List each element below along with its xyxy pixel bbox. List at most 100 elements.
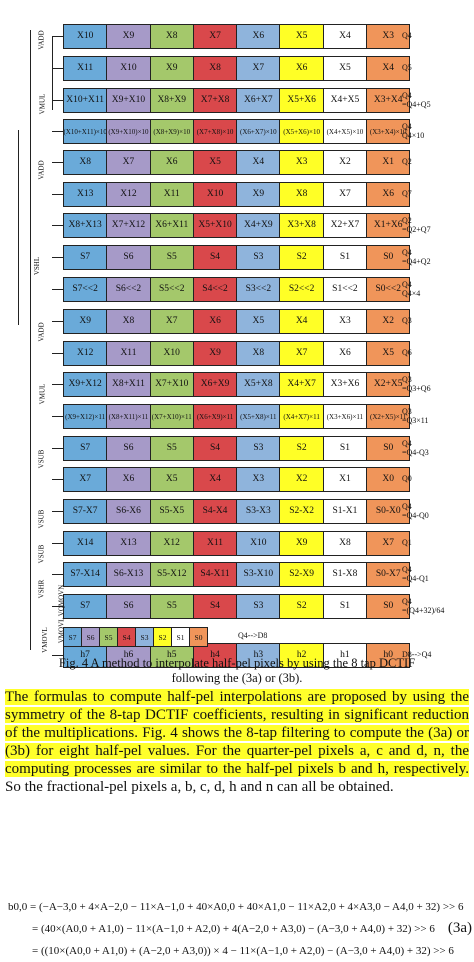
register-lane: X4+X7: [279, 372, 324, 397]
caption-line-2: following the (3a) or (3b).: [171, 671, 303, 685]
register-lane: X5: [322, 56, 368, 81]
register-lane: X1: [322, 467, 368, 492]
register-lane: X5: [366, 341, 411, 366]
register-lane: X14: [63, 531, 108, 556]
register-lane: X6+X9: [192, 372, 238, 397]
register-lane: S7<<2: [63, 277, 108, 302]
operation-label: VMUL: [38, 383, 47, 405]
register-lane: S5-X12: [149, 562, 194, 587]
connector-tick: [52, 68, 63, 69]
connector-tick: [52, 162, 63, 163]
register-label: Q5: [402, 63, 412, 72]
register-lane: X13: [106, 531, 151, 556]
register-label: Q0: [402, 474, 412, 483]
register-lane: X12: [63, 341, 108, 366]
register-lane: X9: [106, 24, 151, 49]
register-lane: X8: [279, 182, 324, 207]
register-label: Q2: [402, 157, 412, 166]
narrow-lane: S1: [171, 627, 190, 647]
register-lane: X9: [236, 182, 281, 207]
register-lane: (X8+X11) ×11: [106, 404, 151, 429]
operation-label: VMOVL VQMOVN: [57, 584, 66, 644]
narrow-register-row: S7 S6 S5 S4 S3 S2 S1 S0: [63, 627, 208, 647]
register-lane: S5: [149, 245, 194, 270]
connector-tick: [52, 511, 63, 512]
register-lane: X6+X7: [236, 88, 281, 113]
register-lane: X7: [366, 531, 411, 556]
register-lane: S2: [279, 245, 324, 270]
register-lane: S1-X8: [322, 562, 368, 587]
register-lane: X2+X5: [366, 372, 411, 397]
formula-line-1: b0,0 = (−A−3,0 + 4×A−2,0 − 11×A−1,0 + 40…: [8, 901, 464, 913]
register-row: X8+X13 X7+X12 X6+X11 X5+X10 X4+X9 X3+X8 X2+X7 X…: [63, 213, 411, 238]
register-label: Q1: [402, 538, 412, 547]
register-lane: S4-X4: [192, 499, 238, 524]
register-row: S7 S6 S5 S4 S3 S2 S1 S0: [63, 594, 411, 619]
register-lane: S3: [236, 594, 281, 619]
register-lane: X7: [236, 56, 281, 81]
register-lane: X4+X5: [322, 88, 368, 113]
register-lane: S7: [63, 594, 108, 619]
dctif-diagram: X10 X9 X8 X7 X6 X5 X4 X3 Q4 X11 X10 X9 X8 X7 X6 X5 X4 Q5 X…: [18, 24, 444, 668]
register-lane: S6<<2: [106, 277, 151, 302]
narrow-lane: S7: [63, 627, 82, 647]
register-lane: S2<<2: [279, 277, 324, 302]
register-lane: X5: [279, 24, 324, 49]
register-lane: X2: [279, 467, 324, 492]
register-lane: X6: [279, 56, 324, 81]
equation-number: (3a): [447, 920, 472, 936]
register-row: X7 X6 X5 X4 X3 X2 X1 X0: [63, 467, 411, 492]
register-lane: (X6+X7) ×10: [236, 119, 281, 144]
register-lane: h5: [149, 643, 194, 668]
register-label: Q4 Q4×4: [402, 280, 421, 298]
register-lane: X7+X12: [106, 213, 151, 238]
register-row: S7 S6 S5 S4 S3 S2 S1 S0: [63, 436, 411, 461]
register-lane: X5+X8: [236, 372, 281, 397]
register-lane: (X5+X6) ×10: [279, 119, 324, 144]
register-lane: X7: [322, 182, 368, 207]
register-lane: S5-X5: [149, 499, 194, 524]
operation-label: VADD: [37, 322, 46, 342]
register-lane: X3: [236, 467, 281, 492]
formula-line-3: = ((10×(A0,0 + A1,0) + (A−2,0 + A3,0)) ×…: [32, 945, 454, 957]
register-lane: X9+X10: [106, 88, 151, 113]
formula-line-2: = (40×(A0,0 + A1,0) − 11×(A−1,0 + A2,0) …: [32, 923, 435, 935]
connector-tick: [52, 321, 63, 322]
register-lane: S1: [322, 436, 368, 461]
register-lane: X8: [149, 24, 194, 49]
operation-label: VMUL: [38, 93, 47, 115]
register-lane: S7-X14: [63, 562, 108, 587]
connector-tick: [52, 289, 63, 290]
register-lane: X8: [322, 531, 368, 556]
register-lane: X6: [192, 309, 238, 334]
register-lane: X4: [279, 309, 324, 334]
register-lane: X1: [366, 150, 411, 175]
register-label: Q4 =Q4-Q3: [402, 439, 429, 457]
register-lane: S3-X10: [236, 562, 281, 587]
register-lane: S2: [279, 436, 324, 461]
register-label: Q3: [402, 316, 412, 325]
register-lane: X3+X4: [366, 88, 411, 113]
register-lane: S0: [366, 436, 411, 461]
register-lane: X8+X9: [149, 88, 194, 113]
register-lane: X6: [236, 24, 281, 49]
register-lane: X3: [279, 150, 324, 175]
highlighted-text: The formulas to compute half-pel interpo…: [5, 689, 469, 777]
register-lane: X4+X9: [236, 213, 281, 238]
register-label: Q2 =Q2+Q7: [402, 216, 431, 234]
connector-tick: [52, 606, 63, 607]
register-lane: X7+X8: [192, 88, 238, 113]
register-label: Q3 =Q3×11: [402, 407, 429, 425]
register-lane: S4: [192, 245, 238, 270]
register-lane: S1: [322, 594, 368, 619]
register-lane: X10: [106, 56, 151, 81]
register-lane: X8: [236, 341, 281, 366]
register-lane: X6: [322, 341, 368, 366]
register-row: X9+X12 X8+X11 X7+X10 X6+X9 X5+X8 X4+X7 X3+X6 X2…: [63, 372, 411, 397]
register-row: (X10+X11) ×10 (X9+X10) ×10 (X8+X9) ×10 (X7+X8)…: [63, 119, 411, 144]
register-lane: X11: [149, 182, 194, 207]
narrow-lane: S0: [189, 627, 208, 647]
register-lane: X10: [192, 182, 238, 207]
register-lane: S5<<2: [149, 277, 194, 302]
formula-block: b0,0 = (−A−3,0 + 4×A−2,0 − 11×A−1,0 + 40…: [8, 896, 468, 962]
